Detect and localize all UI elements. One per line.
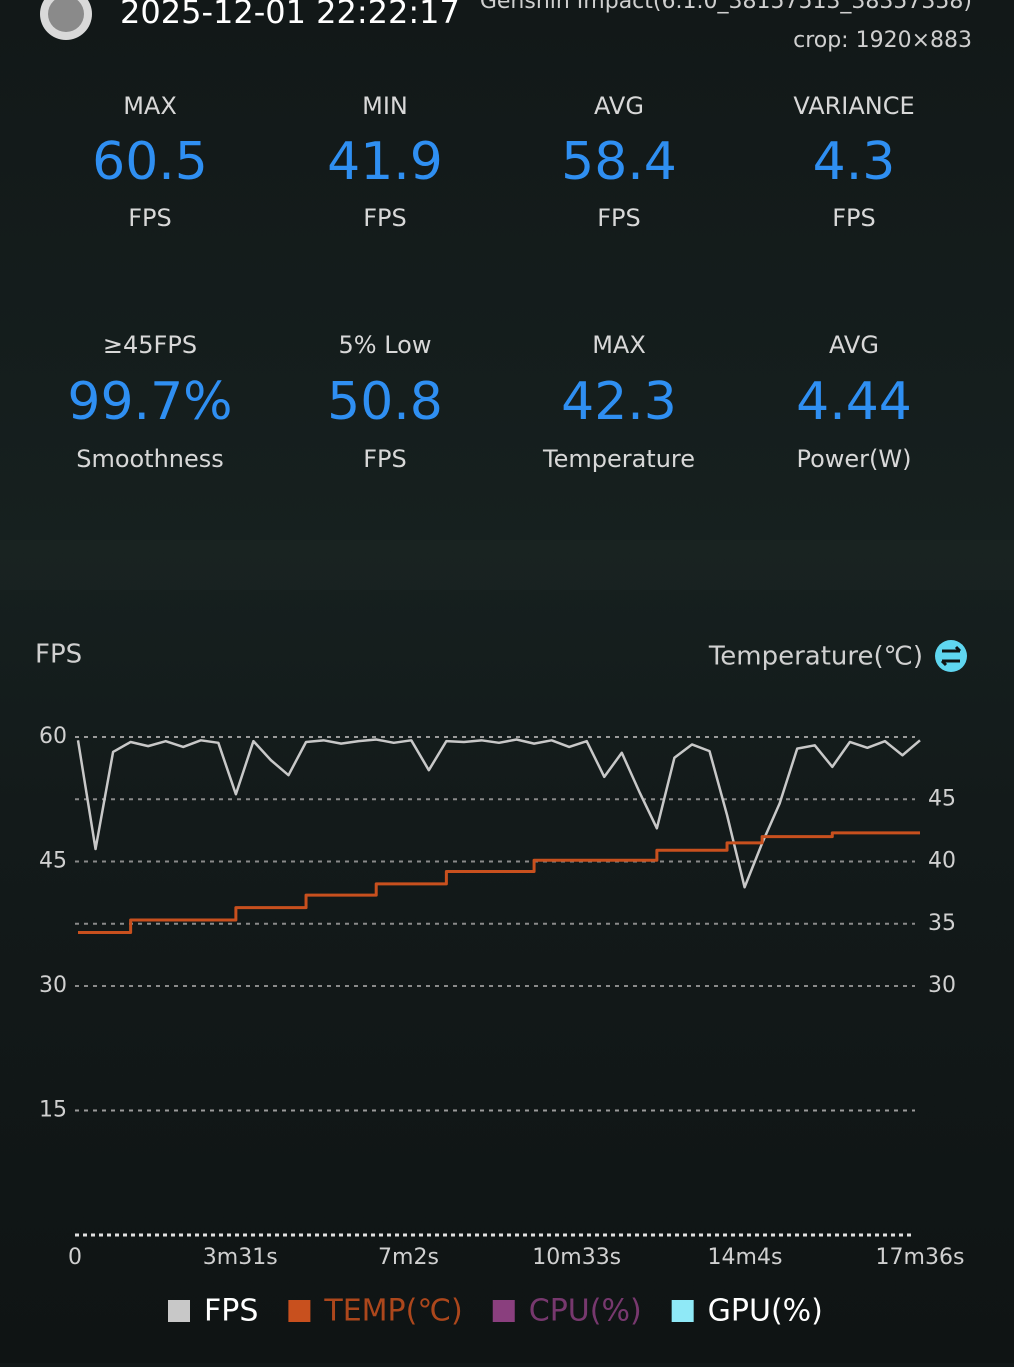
legend-swatch <box>492 1300 515 1322</box>
x-tick-label: 10m33s <box>532 1245 621 1270</box>
stat-unit: FPS <box>363 204 407 232</box>
y-tick-label: 45 <box>39 849 67 874</box>
y2-tick-label: 35 <box>928 911 956 936</box>
legend-label[interactable]: GPU(%) <box>708 1294 823 1329</box>
legend-label[interactable]: CPU(%) <box>529 1294 642 1329</box>
stat-unit: FPS <box>363 445 407 473</box>
stat-value: 50.8 <box>327 372 443 432</box>
stat-label: MAX <box>592 331 646 359</box>
y-tick-label: 15 <box>39 1098 67 1123</box>
stat-value: 41.9 <box>327 132 443 192</box>
stat-value: 4.3 <box>813 132 896 192</box>
legend-label[interactable]: FPS <box>204 1294 258 1329</box>
avatar-face <box>48 0 84 32</box>
stat-unit: Temperature <box>542 445 695 473</box>
stats-grid: MAX 60.5 FPS MIN 41.9 FPS AVG 58.4 FPS VARIANCE 4.… <box>67 92 914 473</box>
series-line <box>78 831 920 934</box>
stat-unit: FPS <box>597 204 641 232</box>
divider-band <box>0 540 1014 590</box>
legend-swatch <box>288 1300 311 1322</box>
legend-label[interactable]: TEMP(℃) <box>323 1294 462 1329</box>
legend-swatch <box>671 1300 694 1322</box>
stat-value: 42.3 <box>561 372 677 432</box>
stat-unit: FPS <box>128 204 172 232</box>
x-tick-label: 17m36s <box>876 1245 965 1270</box>
x-tick-label: 0 <box>68 1245 82 1270</box>
stat-label: AVG <box>594 92 644 120</box>
stat-value: 58.4 <box>561 132 677 192</box>
swap-icon <box>940 645 962 667</box>
crop-info: crop: 1920×883 <box>793 28 972 53</box>
app-name: Genshin Impact(6.1.0_38157513_38357358) <box>480 0 972 14</box>
y-tick-label: 30 <box>39 973 67 998</box>
stat-unit: Power(W) <box>796 445 911 473</box>
swap-axis-button[interactable] <box>935 640 967 672</box>
stat-label: AVG <box>829 331 879 359</box>
y2-tick-label: 45 <box>928 786 956 811</box>
y-tick-label: 60 <box>39 724 67 749</box>
stat-value: 99.7% <box>67 372 232 432</box>
series-line <box>76 738 921 889</box>
y2-axis-title[interactable]: Temperature(℃) <box>708 642 923 672</box>
x-tick-label: 7m2s <box>378 1245 439 1270</box>
stat-unit: Smoothness <box>76 445 224 473</box>
stat-unit: FPS <box>832 204 876 232</box>
stat-label: VARIANCE <box>793 92 914 120</box>
stat-label: 5% Low <box>339 331 432 359</box>
timestamp: 2025-12-01 22:22:17 <box>120 0 460 31</box>
legend-swatch <box>168 1300 190 1322</box>
y2-tick-label: 40 <box>928 849 956 874</box>
stat-label: ≥45FPS <box>103 331 197 359</box>
y2-tick-label: 30 <box>928 973 956 998</box>
x-tick-label: 3m31s <box>203 1245 278 1270</box>
chart: 15 30 45 60 30 35 40 45 0 3m31s 7m2s 10m33s 14m4s 17m… <box>39 724 964 1329</box>
stat-value: 4.44 <box>796 372 912 432</box>
x-tick-label: 14m4s <box>708 1245 783 1270</box>
stat-value: 60.5 <box>92 132 208 192</box>
stat-label: MIN <box>362 92 408 120</box>
y-axis-title: FPS <box>35 640 82 670</box>
stat-label: MAX <box>123 92 177 120</box>
